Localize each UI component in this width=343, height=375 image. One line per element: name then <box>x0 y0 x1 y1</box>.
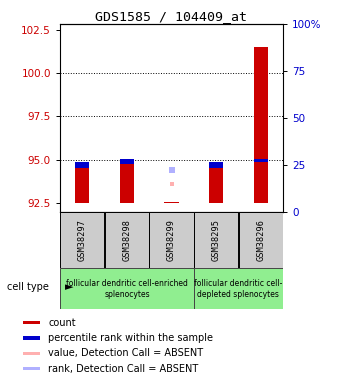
Title: GDS1585 / 104409_at: GDS1585 / 104409_at <box>95 10 248 23</box>
Text: count: count <box>48 318 76 328</box>
Bar <box>120 164 134 203</box>
Bar <box>60 268 193 309</box>
Bar <box>23 367 40 370</box>
Bar <box>23 321 40 324</box>
Bar <box>23 352 40 355</box>
Bar <box>239 212 283 268</box>
Bar <box>150 212 193 268</box>
Text: cell type: cell type <box>7 282 49 292</box>
Text: GSM38297: GSM38297 <box>78 219 87 261</box>
Text: percentile rank within the sample: percentile rank within the sample <box>48 333 213 343</box>
Bar <box>194 212 238 268</box>
Text: value, Detection Call = ABSENT: value, Detection Call = ABSENT <box>48 348 203 358</box>
Bar <box>75 168 90 203</box>
Text: GSM38298: GSM38298 <box>122 219 131 261</box>
Text: ►: ► <box>64 282 73 292</box>
Text: GSM38299: GSM38299 <box>167 219 176 261</box>
Bar <box>75 162 90 168</box>
Bar <box>23 336 40 340</box>
Bar <box>253 47 268 203</box>
Text: follicular dendritic cell-
depleted splenocytes: follicular dendritic cell- depleted sple… <box>194 279 283 299</box>
Bar <box>164 202 179 203</box>
Bar <box>194 268 283 309</box>
Bar <box>105 212 149 268</box>
Text: GSM38296: GSM38296 <box>256 219 265 261</box>
Bar <box>253 159 268 162</box>
Bar <box>120 159 134 164</box>
Text: rank, Detection Call = ABSENT: rank, Detection Call = ABSENT <box>48 364 198 374</box>
Bar <box>60 212 104 268</box>
Text: GSM38295: GSM38295 <box>212 219 221 261</box>
Bar <box>209 168 223 203</box>
Text: follicular dendritic cell-enriched
splenocytes: follicular dendritic cell-enriched splen… <box>66 279 188 299</box>
Bar <box>209 162 223 168</box>
